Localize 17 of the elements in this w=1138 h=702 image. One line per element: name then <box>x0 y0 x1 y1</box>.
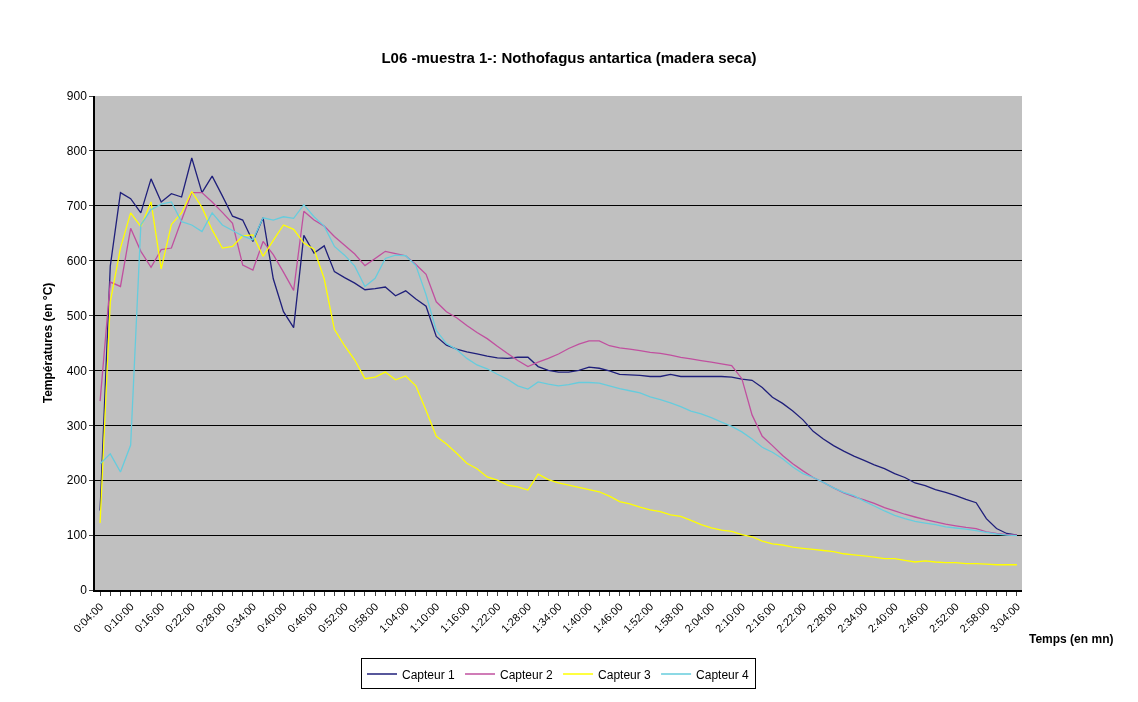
legend-label: Capteur 1 <box>402 667 456 682</box>
y-tick-label: 700 <box>66 198 88 213</box>
y-tick-label: 300 <box>66 418 88 433</box>
y-tick-label: 800 <box>66 144 88 159</box>
y-tick-label: 400 <box>66 363 88 378</box>
y-tick-label: 0 <box>80 583 88 598</box>
chart-title: L06 -muestra 1-: Nothofagus antartica (madera seca) <box>381 48 757 66</box>
y-tick-label: 900 <box>66 89 88 104</box>
y-axis-title: Températures (en °C) <box>40 282 55 404</box>
legend-label: Capteur 3 <box>598 667 652 682</box>
y-tick-label: 100 <box>66 528 88 543</box>
y-tick-label: 600 <box>66 253 88 268</box>
y-tick-label: 200 <box>66 473 88 488</box>
y-tick-label: 500 <box>66 308 88 323</box>
legend-label: Capteur 2 <box>500 667 554 682</box>
legend-label: Capteur 4 <box>696 667 750 682</box>
x-axis-title: Temps (en mn) <box>1029 632 1114 646</box>
